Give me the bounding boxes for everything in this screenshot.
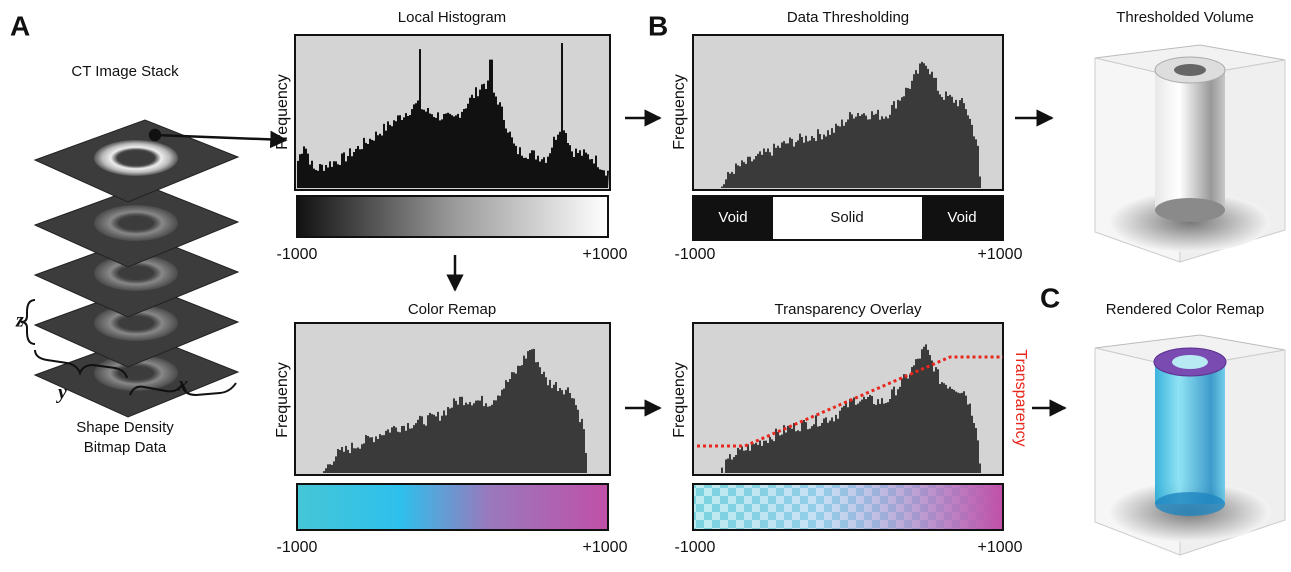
- plot-title: Color Remap: [408, 301, 496, 318]
- histogram: [297, 43, 609, 188]
- plot-title: Local Histogram: [398, 9, 506, 26]
- color-bar-overlay: [694, 485, 1002, 529]
- x-min-label: -1000: [277, 539, 318, 556]
- color-bar: [296, 483, 609, 531]
- histogram-shape: [695, 61, 1001, 188]
- stack-title: CT Image Stack: [71, 63, 179, 80]
- histogram-shape: [297, 348, 609, 473]
- axis-letter: y: [56, 382, 67, 404]
- plot-title: Rendered Color Remap: [1106, 301, 1264, 318]
- y-label: Frequency: [274, 362, 291, 438]
- x-max-label: +1000: [978, 246, 1023, 263]
- color-bar: [296, 195, 609, 238]
- x-max-label: +1000: [978, 539, 1023, 556]
- arrows: [20, 109, 1067, 417]
- plot-title: Data Thresholding: [787, 9, 909, 26]
- histogram: [297, 348, 609, 473]
- histogram: [695, 344, 1001, 473]
- histogram-shape: [297, 43, 609, 188]
- panel-label: C: [1040, 282, 1060, 313]
- band-label: Solid: [830, 209, 863, 226]
- transparency-curve: [697, 355, 1003, 448]
- curve-label: Transparency: [1012, 349, 1029, 446]
- x-min-label: -1000: [675, 539, 716, 556]
- x-max-label: +1000: [583, 539, 628, 556]
- histogram-shape: [695, 344, 1001, 473]
- solid-band: [773, 197, 922, 239]
- volume-render: [1094, 334, 1286, 556]
- panel-label: B: [648, 10, 668, 41]
- plot-title: Thresholded Volume: [1116, 9, 1254, 26]
- band-label: Void: [718, 209, 747, 226]
- stack-hole: [118, 266, 154, 280]
- stack-caption: Bitmap Data: [84, 439, 167, 456]
- stack-hole: [118, 316, 154, 330]
- stack-hole: [118, 216, 154, 230]
- panel-label: A: [10, 10, 30, 41]
- volume-render: [1094, 44, 1286, 263]
- stack-caption: Shape Density: [76, 419, 174, 436]
- image-stack: [33, 119, 240, 418]
- histogram: [695, 61, 1001, 188]
- x-min-label: -1000: [277, 246, 318, 263]
- x-max-label: +1000: [583, 246, 628, 263]
- y-label: Frequency: [671, 362, 688, 438]
- axis-letter: z: [15, 310, 24, 332]
- stack-hole: [118, 151, 154, 165]
- y-label: Frequency: [671, 74, 688, 150]
- plot-title: Transparency Overlay: [775, 301, 922, 318]
- x-min-label: -1000: [675, 246, 716, 263]
- band-label: Void: [947, 209, 976, 226]
